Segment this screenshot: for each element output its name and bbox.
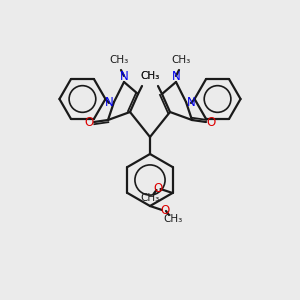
Text: CH₃: CH₃ <box>110 55 129 65</box>
Text: O: O <box>84 116 94 128</box>
Text: N: N <box>172 70 180 83</box>
Text: CH₃: CH₃ <box>171 55 190 65</box>
Text: N: N <box>120 70 128 83</box>
Text: CH₃: CH₃ <box>140 71 160 81</box>
Text: N: N <box>105 97 113 110</box>
Text: CH₃: CH₃ <box>140 193 159 203</box>
Text: O: O <box>153 182 162 194</box>
Text: N: N <box>187 97 195 110</box>
Text: CH₃: CH₃ <box>140 71 160 81</box>
Text: CH₃: CH₃ <box>164 214 183 224</box>
Text: O: O <box>160 205 169 218</box>
Text: O: O <box>206 116 216 128</box>
